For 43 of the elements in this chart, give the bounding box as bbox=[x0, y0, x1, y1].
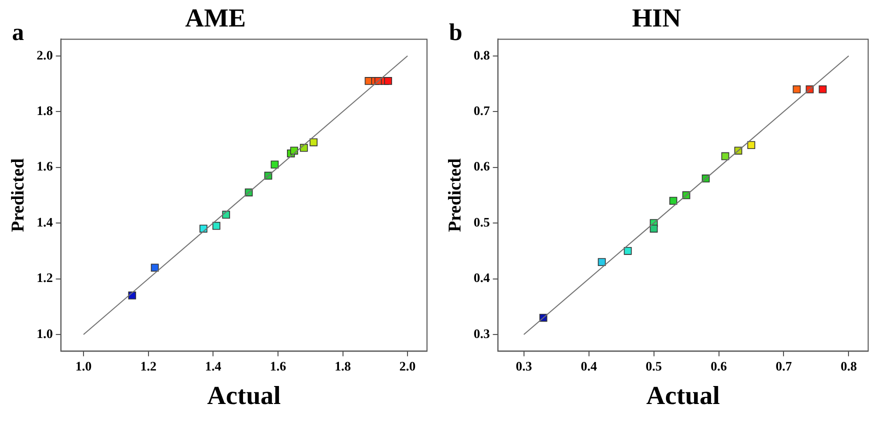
y-tick-label: 2.0 bbox=[36, 47, 53, 62]
y-tick-label: 0.3 bbox=[474, 326, 490, 341]
y-tick-label: 0.4 bbox=[474, 270, 490, 286]
y-axis-title: Predicted bbox=[7, 158, 28, 232]
y-tick-label: 1.8 bbox=[36, 102, 54, 118]
y-tick-label: 1.0 bbox=[36, 326, 53, 341]
y-tick-label: 0.5 bbox=[474, 214, 490, 230]
text: b bbox=[449, 20, 462, 46]
x-tick-label: 1.6 bbox=[270, 358, 287, 374]
chart-title: AME bbox=[185, 3, 246, 32]
y-tick-label: 0.6 bbox=[474, 158, 490, 174]
x-tick-label: 1.0 bbox=[75, 358, 92, 374]
x-tick-label: 0.6 bbox=[710, 358, 728, 374]
chart-title: HIN bbox=[632, 3, 682, 32]
y-tick-label: 1.6 bbox=[36, 158, 54, 174]
point bbox=[310, 138, 318, 146]
x-tick-label: 0.3 bbox=[516, 358, 532, 374]
x-tick-label: 0.8 bbox=[840, 358, 858, 374]
x-tick-label: 1.8 bbox=[334, 358, 352, 374]
x-tick-label: 0.4 bbox=[580, 358, 598, 374]
x-tick-label: 0.5 bbox=[646, 358, 662, 374]
y-tick-label: 0.8 bbox=[474, 47, 490, 62]
y-axis-title: Predicted bbox=[444, 158, 464, 232]
x-tick-label: 2.0 bbox=[399, 358, 416, 374]
y-tick-label: 1.2 bbox=[36, 270, 53, 286]
x-tick-label: 0.7 bbox=[776, 358, 792, 374]
point bbox=[818, 85, 827, 94]
point bbox=[650, 224, 658, 233]
point bbox=[792, 85, 801, 94]
text: a bbox=[12, 20, 24, 46]
x-tick-label: 1.2 bbox=[140, 358, 156, 374]
x-axis-title: Actual bbox=[207, 381, 281, 410]
x-axis-title: Actual bbox=[646, 381, 720, 410]
point bbox=[624, 246, 632, 255]
point bbox=[150, 264, 159, 272]
point bbox=[747, 141, 756, 149]
y-tick-label: 1.4 bbox=[36, 214, 54, 230]
point bbox=[212, 222, 220, 230]
point bbox=[384, 77, 392, 85]
y-tick-label: 0.7 bbox=[474, 102, 490, 118]
point bbox=[270, 160, 279, 168]
x-tick-label: 1.4 bbox=[205, 358, 222, 374]
point bbox=[598, 258, 606, 266]
